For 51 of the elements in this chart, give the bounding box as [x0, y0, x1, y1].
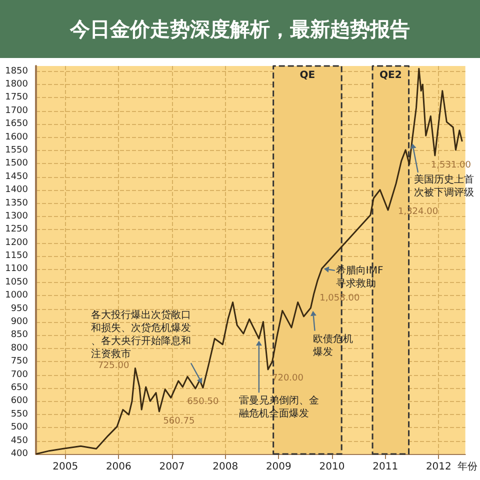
- y-tick-label: 450: [10, 436, 28, 446]
- y-tick-label: 950: [10, 304, 28, 314]
- y-tick-label: 1600: [5, 132, 28, 142]
- annotation: 各大投行爆出次贷敞口和损失、次贷危机爆发、各大央行开始降息和注资救市: [90, 309, 191, 360]
- x-tick-label: 2009: [266, 462, 292, 472]
- x-axis-title: 年份: [457, 460, 478, 472]
- x-tick-label: 2005: [52, 462, 78, 472]
- y-tick-label: 550: [10, 409, 28, 420]
- y-tick-label: 650: [10, 383, 28, 394]
- annotation: 725.00: [98, 361, 130, 372]
- y-tick-label: 1550: [5, 145, 28, 156]
- annotation: 雷曼兄弟倒闭、金融危机全面爆发: [238, 394, 319, 420]
- y-tick-label: 900: [10, 317, 28, 328]
- y-tick-label: 1500: [5, 158, 28, 169]
- y-tick-label: 1050: [5, 277, 28, 288]
- annotation: 1,058.00: [320, 293, 360, 304]
- y-tick-label: 1800: [5, 79, 28, 90]
- y-tick-label: 1000: [5, 290, 28, 301]
- y-tick-label: 850: [10, 330, 28, 340]
- y-tick-label: 700: [10, 370, 28, 380]
- annotation: 720.00: [272, 374, 304, 384]
- y-tick-label: 600: [10, 396, 28, 406]
- chart-title: 今日金价走势深度解析，最新趋势报告: [0, 0, 480, 58]
- y-tick-label: 1650: [5, 119, 28, 130]
- y-tick-label: 1250: [5, 224, 28, 235]
- x-tick-label: 2007: [159, 462, 185, 472]
- y-tick-label: 1150: [5, 251, 28, 262]
- y-tick-label: 1400: [5, 185, 28, 196]
- y-tick-label: 1750: [5, 92, 28, 103]
- annotation: 美国历史上首次被下调评级: [414, 173, 474, 198]
- y-tick-label: 500: [10, 422, 28, 433]
- y-tick-label: 1300: [5, 211, 28, 222]
- y-tick-label: 1350: [5, 198, 28, 208]
- y-tick-label: 400: [10, 449, 28, 459]
- x-tick-label: 2008: [212, 462, 238, 472]
- x-tick-label: 2012: [426, 462, 452, 472]
- band-label: QE: [300, 70, 316, 81]
- x-tick-label: 2010: [319, 462, 345, 472]
- y-tick-label: 1100: [5, 264, 28, 274]
- y-tick-label: 1200: [5, 238, 28, 248]
- y-tick-label: 1700: [5, 106, 28, 116]
- band-label: QE2: [380, 70, 402, 81]
- annotation: 1,324.00: [398, 207, 438, 218]
- y-tick-label: 800: [10, 343, 28, 354]
- x-tick-label: 2011: [372, 462, 398, 472]
- y-tick-label: 750: [10, 356, 28, 367]
- annotation: 560.75: [163, 416, 195, 427]
- y-tick-label: 1850: [5, 66, 28, 76]
- x-tick-label: 2006: [106, 462, 132, 472]
- annotation: 650.50: [187, 396, 219, 407]
- y-tick-label: 1450: [5, 172, 28, 182]
